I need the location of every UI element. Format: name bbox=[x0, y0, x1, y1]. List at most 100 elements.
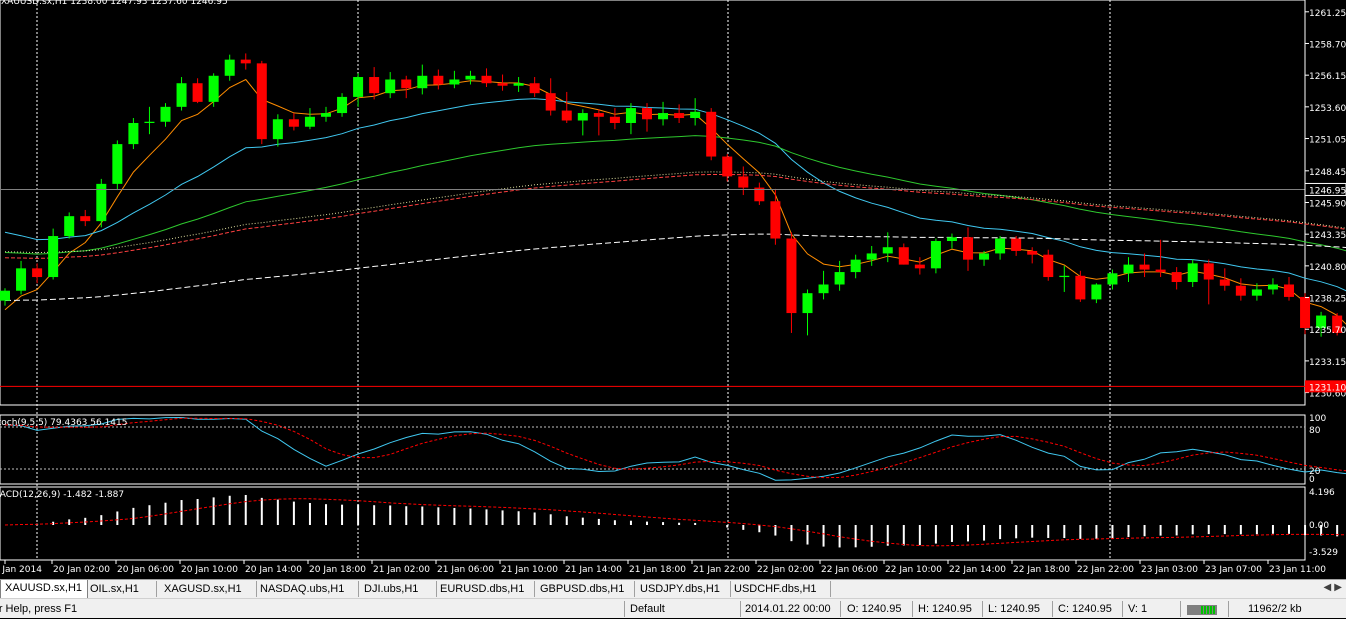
tab-nasdaq[interactable]: NASDAQ.ubs,H1 bbox=[256, 581, 359, 597]
tab-xagusd[interactable]: XAGUSD.sx,H1 bbox=[160, 581, 257, 597]
status-bar: For Help, press F1 Default 2014.01.22 00… bbox=[0, 598, 1346, 618]
candle-body bbox=[80, 216, 91, 222]
candle-body bbox=[898, 247, 909, 265]
candle-body bbox=[481, 75, 492, 84]
price-axis-label: 1253.60 bbox=[1309, 104, 1346, 114]
ma-fast-line bbox=[4, 78, 1346, 325]
candle-body bbox=[240, 59, 251, 64]
status-traffic: 11962/2 kb bbox=[1248, 603, 1302, 615]
candle-body bbox=[128, 122, 139, 145]
tab-dji[interactable]: DJI.ubs,H1 bbox=[360, 581, 437, 597]
candle-body bbox=[32, 268, 43, 278]
time-axis-label: 22 Jan 22:00 bbox=[1077, 565, 1134, 575]
candle-body bbox=[192, 83, 203, 102]
candle-body bbox=[1043, 254, 1054, 278]
candle-body bbox=[144, 121, 155, 123]
time-axis-label: 21 Jan 02:00 bbox=[373, 565, 430, 575]
status-profile: Default bbox=[630, 603, 665, 615]
price-axis-label: 1238.25 bbox=[1309, 295, 1346, 305]
candle-body bbox=[224, 59, 235, 76]
tab-eurusd[interactable]: EURUSD.dbs,H1 bbox=[436, 581, 535, 597]
candle-body bbox=[321, 113, 331, 117]
price-axis-label: 1251.05 bbox=[1309, 136, 1346, 146]
time-axis-label: 22 Jan 10:00 bbox=[885, 565, 942, 575]
status-divider bbox=[1180, 601, 1181, 617]
candle-body bbox=[1332, 315, 1343, 333]
time-axis-label: 21 Jan 18:00 bbox=[629, 565, 686, 575]
candle-body bbox=[272, 119, 283, 140]
candle-body bbox=[176, 83, 187, 107]
candle-body bbox=[288, 119, 299, 127]
candle-body bbox=[1107, 273, 1118, 285]
status-divider bbox=[982, 601, 983, 617]
candle-body bbox=[770, 201, 781, 239]
candle-body bbox=[1251, 289, 1262, 296]
candle-body bbox=[866, 253, 877, 260]
candle-body bbox=[1123, 264, 1134, 274]
macd-level-label: -3.529 bbox=[1309, 548, 1338, 558]
candle-body bbox=[1300, 296, 1311, 328]
low-price-label: 1231.10 bbox=[1309, 383, 1346, 393]
candle-body bbox=[1219, 279, 1230, 286]
candle-body bbox=[561, 110, 572, 121]
tab-gbpusd[interactable]: GBPUSD.dbs,H1 bbox=[536, 581, 635, 597]
time-axis-label: 22 Jan 06:00 bbox=[821, 565, 878, 575]
status-divider bbox=[912, 601, 913, 617]
ma-red-dashed-line bbox=[4, 174, 1346, 259]
candle-body bbox=[401, 79, 412, 89]
candle-body bbox=[1059, 275, 1070, 278]
ma-cyan-line bbox=[4, 98, 1346, 292]
time-axis-label: 20 Jan 18:00 bbox=[309, 565, 366, 575]
connection-status-icon bbox=[1187, 605, 1217, 615]
candle-body bbox=[208, 75, 219, 102]
candle-body bbox=[1316, 315, 1327, 328]
candle-body bbox=[914, 264, 925, 269]
status-datetime: 2014.01.22 00:00 bbox=[745, 603, 831, 615]
macd-panel-border bbox=[0, 486, 1306, 561]
candle-body bbox=[1139, 264, 1150, 270]
tab-oil[interactable]: OIL.sx,H1 bbox=[86, 581, 157, 597]
candle-body bbox=[337, 96, 348, 114]
candle-body bbox=[0, 290, 10, 301]
candle-body bbox=[818, 284, 829, 294]
candle-body bbox=[417, 75, 428, 89]
time-axis-label: 21 Jan 22:00 bbox=[693, 565, 750, 575]
price-chart[interactable]: 1261.25 1258.70 1256.15 1253.60 1251.05 1248.… bbox=[0, 0, 1346, 579]
candle-body bbox=[625, 108, 636, 123]
time-axis-label: 22 Jan 14:00 bbox=[949, 565, 1006, 575]
stoch-level-label: 100 bbox=[1309, 414, 1326, 424]
time-axis-label: 23 Jan 07:00 bbox=[1205, 565, 1262, 575]
candle-body bbox=[1155, 269, 1166, 273]
tab-usdjpy[interactable]: USDJPY.dbs,H1 bbox=[636, 581, 731, 597]
candle-body bbox=[433, 75, 444, 85]
candle-body bbox=[963, 237, 973, 260]
candle-body bbox=[529, 83, 540, 94]
time-axis-label: 20 Jan 06:00 bbox=[117, 565, 174, 575]
time-axis-label: 20 Jan 02:00 bbox=[53, 565, 110, 575]
candle-body bbox=[353, 77, 364, 97]
macd-level-label: 4.196 bbox=[1309, 488, 1335, 498]
time-axis-label: 23 Jan 03:00 bbox=[1141, 565, 1198, 575]
candle-body bbox=[1011, 238, 1022, 251]
stoch-level-label: 20 bbox=[1309, 467, 1321, 477]
tab-scroll-arrows-icon[interactable]: ◀ ▶ bbox=[1323, 582, 1342, 593]
candle-body bbox=[642, 108, 652, 120]
candle-body bbox=[850, 259, 861, 273]
price-axis-label: 1235.70 bbox=[1309, 326, 1346, 336]
tab-xauusd[interactable]: XAUUSD.sx,H1 bbox=[0, 580, 88, 599]
macd-label: MACD(12,26,9) -1.482 -1.887 bbox=[0, 490, 124, 500]
time-axis-label: 21 Jan 14:00 bbox=[565, 565, 622, 575]
candle-body bbox=[256, 63, 267, 140]
chart-tabs-bar: XAUUSD.sx,H1 OIL.sx,H1 XAGUSD.sx,H1 NASD… bbox=[0, 579, 1346, 599]
tab-usdchf[interactable]: USDCHF.dbs,H1 bbox=[730, 581, 831, 597]
time-axis-label: 20 Jan 10:00 bbox=[181, 565, 238, 575]
candle-body bbox=[1203, 263, 1214, 280]
stoch-label: Stoch(9,5,5) 79.4363 56.1415 bbox=[0, 418, 127, 428]
candle-body bbox=[385, 79, 396, 94]
candle-body bbox=[690, 111, 701, 119]
candle-body bbox=[112, 144, 123, 184]
candle-body bbox=[513, 83, 524, 86]
candle-body bbox=[979, 253, 990, 260]
price-axis-label: 1256.15 bbox=[1309, 72, 1346, 82]
candle-body bbox=[577, 113, 588, 121]
